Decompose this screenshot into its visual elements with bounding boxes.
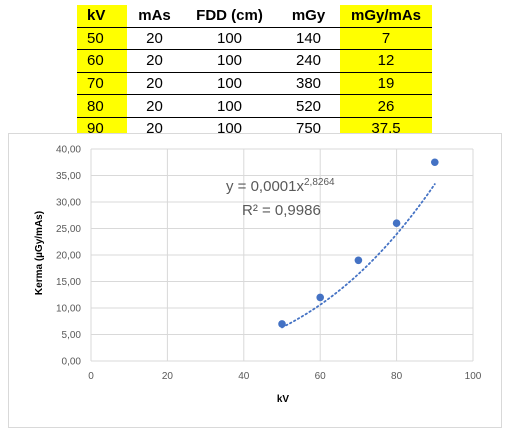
- cell-mgy-per-mas: 7: [340, 27, 432, 51]
- gridlines: [90, 148, 474, 362]
- cell-mgy: 140: [277, 27, 340, 51]
- cell-mas: 20: [127, 94, 182, 118]
- table-row: 50 20 100 140 7: [77, 27, 432, 51]
- cell-fdd: 100: [182, 49, 277, 73]
- cell-mgy-per-mas: 26: [340, 94, 432, 118]
- header-fdd: FDD (cm): [182, 5, 277, 28]
- data-point: [354, 256, 363, 265]
- data-points: [278, 158, 439, 328]
- cell-mas: 20: [127, 49, 182, 73]
- table-row: 70 20 100 380 19: [77, 72, 432, 96]
- x-tick-label: 40: [238, 371, 250, 382]
- data-point: [431, 158, 439, 167]
- y-tick-label: 35,00: [56, 171, 81, 182]
- y-axis-title: Kerma (µGy/mAs): [34, 211, 45, 295]
- cell-mgy: 520: [277, 94, 340, 118]
- x-axis-title: kV: [277, 394, 290, 405]
- y-tick-label: 10,00: [56, 304, 81, 315]
- y-tick-label: 25,00: [56, 224, 81, 235]
- x-tick-label: 100: [465, 371, 482, 382]
- header-mgy: mGy: [277, 5, 340, 28]
- header-mgy-per-mas: mGy/mAs: [340, 5, 432, 28]
- cell-fdd: 100: [182, 72, 277, 96]
- cell-mas: 20: [127, 27, 182, 51]
- trendline-equation: y = 0,0001x2,8264: [226, 177, 335, 195]
- scatter-chart: 0,00 5,00 10,00 15,00 20,00 25,00 30,00 35,00 40…: [34, 145, 482, 406]
- table-body: 50 20 100 140 7 60 20 100 240 12 70 20 100 380 19 80 20 1…: [77, 27, 432, 140]
- table-row: 80 20 100 520 26: [77, 94, 432, 118]
- cell-fdd: 100: [182, 27, 277, 51]
- data-table: kV mAs FDD (cm) mGy mGy/mAs 50 20 100 140 7 6…: [77, 5, 432, 140]
- cell-mgy-per-mas: 19: [340, 72, 432, 96]
- cell-fdd: 100: [182, 94, 277, 118]
- trendline-group: [281, 183, 436, 329]
- data-point: [316, 293, 325, 302]
- y-tick-label: 30,00: [56, 198, 81, 209]
- data-point: [278, 320, 286, 328]
- y-tick-label: 15,00: [56, 277, 81, 288]
- cell-mgy-per-mas: 12: [340, 49, 432, 73]
- chart-area: 0,00 5,00 10,00 15,00 20,00 25,00 30,00 35,00 40…: [8, 133, 502, 428]
- cell-kv: 80: [77, 94, 127, 118]
- r-squared-label: R² = 0,9986: [242, 202, 321, 219]
- y-tick-label: 40,00: [56, 145, 81, 156]
- y-tick-label: 5,00: [62, 330, 82, 341]
- cell-kv: 50: [77, 27, 127, 51]
- table-row: 60 20 100 240 12: [77, 49, 432, 73]
- tick-labels: 0,00 5,00 10,00 15,00 20,00 25,00 30,00 35,00 40…: [56, 145, 482, 383]
- y-tick-label: 0,00: [62, 357, 82, 368]
- x-tick-label: 20: [162, 371, 174, 382]
- x-tick-label: 60: [315, 371, 327, 382]
- cell-mgy: 240: [277, 49, 340, 73]
- trendline: [281, 183, 436, 329]
- cell-mgy: 380: [277, 72, 340, 96]
- x-tick-label: 0: [88, 371, 94, 382]
- cell-mas: 20: [127, 72, 182, 96]
- x-tick-label: 80: [391, 371, 403, 382]
- cell-kv: 60: [77, 49, 127, 73]
- header-mas: mAs: [127, 5, 182, 28]
- data-point: [392, 219, 401, 227]
- header-kv: kV: [77, 5, 127, 28]
- cell-kv: 70: [77, 72, 127, 96]
- table-header-row: kV mAs FDD (cm) mGy mGy/mAs: [77, 5, 432, 28]
- y-tick-label: 20,00: [56, 251, 81, 262]
